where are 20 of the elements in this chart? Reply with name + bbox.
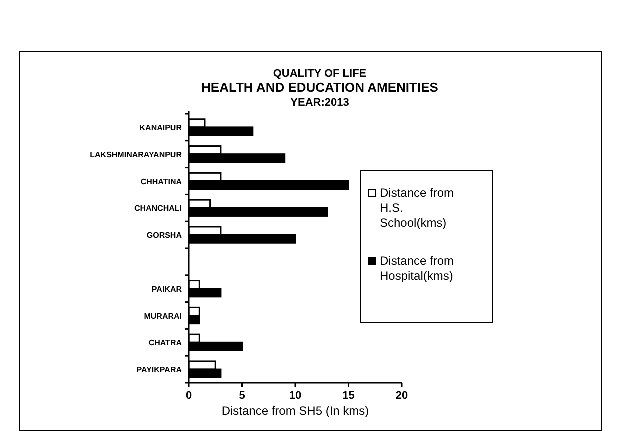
y-tick-label: GORSHA [146, 231, 182, 240]
chart-subtitle: HEALTH AND EDUCATION AMENITIES [202, 80, 439, 95]
y-tick-label: KANAIPUR [140, 123, 182, 132]
legend-label: Distance from H.S. School(kms) [380, 186, 454, 230]
legend-label: Distance from Hospital(kms) [380, 254, 454, 283]
y-tick-label: CHANCHALI [134, 204, 182, 214]
x-tick-label: 5 [239, 390, 246, 402]
y-tick-label: PAYIKPARA [136, 366, 182, 375]
y-tick-label: PAIKAR [152, 284, 182, 294]
x-tick-label: 0 [186, 390, 192, 402]
x-tick-label: 15 [342, 390, 355, 402]
x-axis-title: Distance from SH5 (In kms) [222, 404, 370, 418]
y-tick-label: LAKSHMINARAYANPUR [90, 150, 182, 160]
y-tick-label: CHHATINA [140, 177, 182, 186]
x-tick-label: 20 [396, 390, 408, 402]
y-tick-label: MURARAI [144, 312, 182, 321]
x-tick-label: 10 [289, 390, 302, 402]
chart-title: QUALITY OF LIFE [273, 68, 367, 80]
y-tick-label: CHATRA [148, 338, 182, 348]
text: YEAR:2013 [290, 97, 350, 109]
